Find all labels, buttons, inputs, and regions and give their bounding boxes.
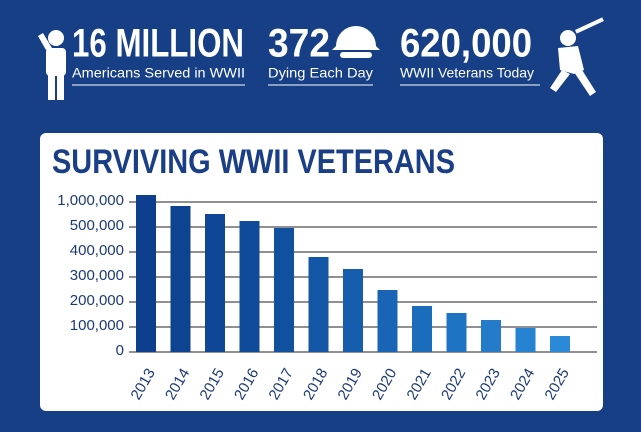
bar — [481, 320, 501, 352]
y-tick-label: 200,000 — [70, 292, 124, 309]
bar — [239, 221, 260, 352]
y-tick-label: 100,000 — [70, 317, 124, 334]
bar — [343, 269, 363, 352]
y-tick-label: 500,000 — [70, 217, 124, 234]
bar — [170, 206, 191, 352]
bar — [205, 214, 225, 352]
y-tick-label: 0 — [116, 342, 124, 359]
stat-number: 620,000 — [400, 22, 532, 66]
stat-caption: Dying Each Day — [268, 65, 373, 81]
bar — [515, 328, 536, 352]
bar — [412, 306, 432, 352]
bar — [446, 313, 467, 352]
running-soldier-icon — [550, 17, 604, 96]
stat-caption: Americans Served in WWII — [72, 65, 245, 81]
bar — [550, 336, 570, 352]
bar — [308, 257, 329, 352]
y-tick-label: 400,000 — [70, 242, 124, 259]
chart-title: SURVIVING WWII VETERANS — [52, 143, 455, 181]
y-tick-label: 1,000,000 — [57, 192, 124, 209]
helmet-icon — [332, 26, 380, 58]
stat-number: 16 MILLION — [72, 22, 244, 66]
bar — [274, 228, 294, 352]
y-tick-label: 300,000 — [70, 267, 124, 284]
stat-caption: WWII Veterans Today — [400, 65, 534, 81]
stat-number: 372 — [268, 22, 330, 66]
bar — [136, 195, 156, 352]
bar — [377, 290, 398, 352]
soldier-icon — [38, 30, 66, 100]
